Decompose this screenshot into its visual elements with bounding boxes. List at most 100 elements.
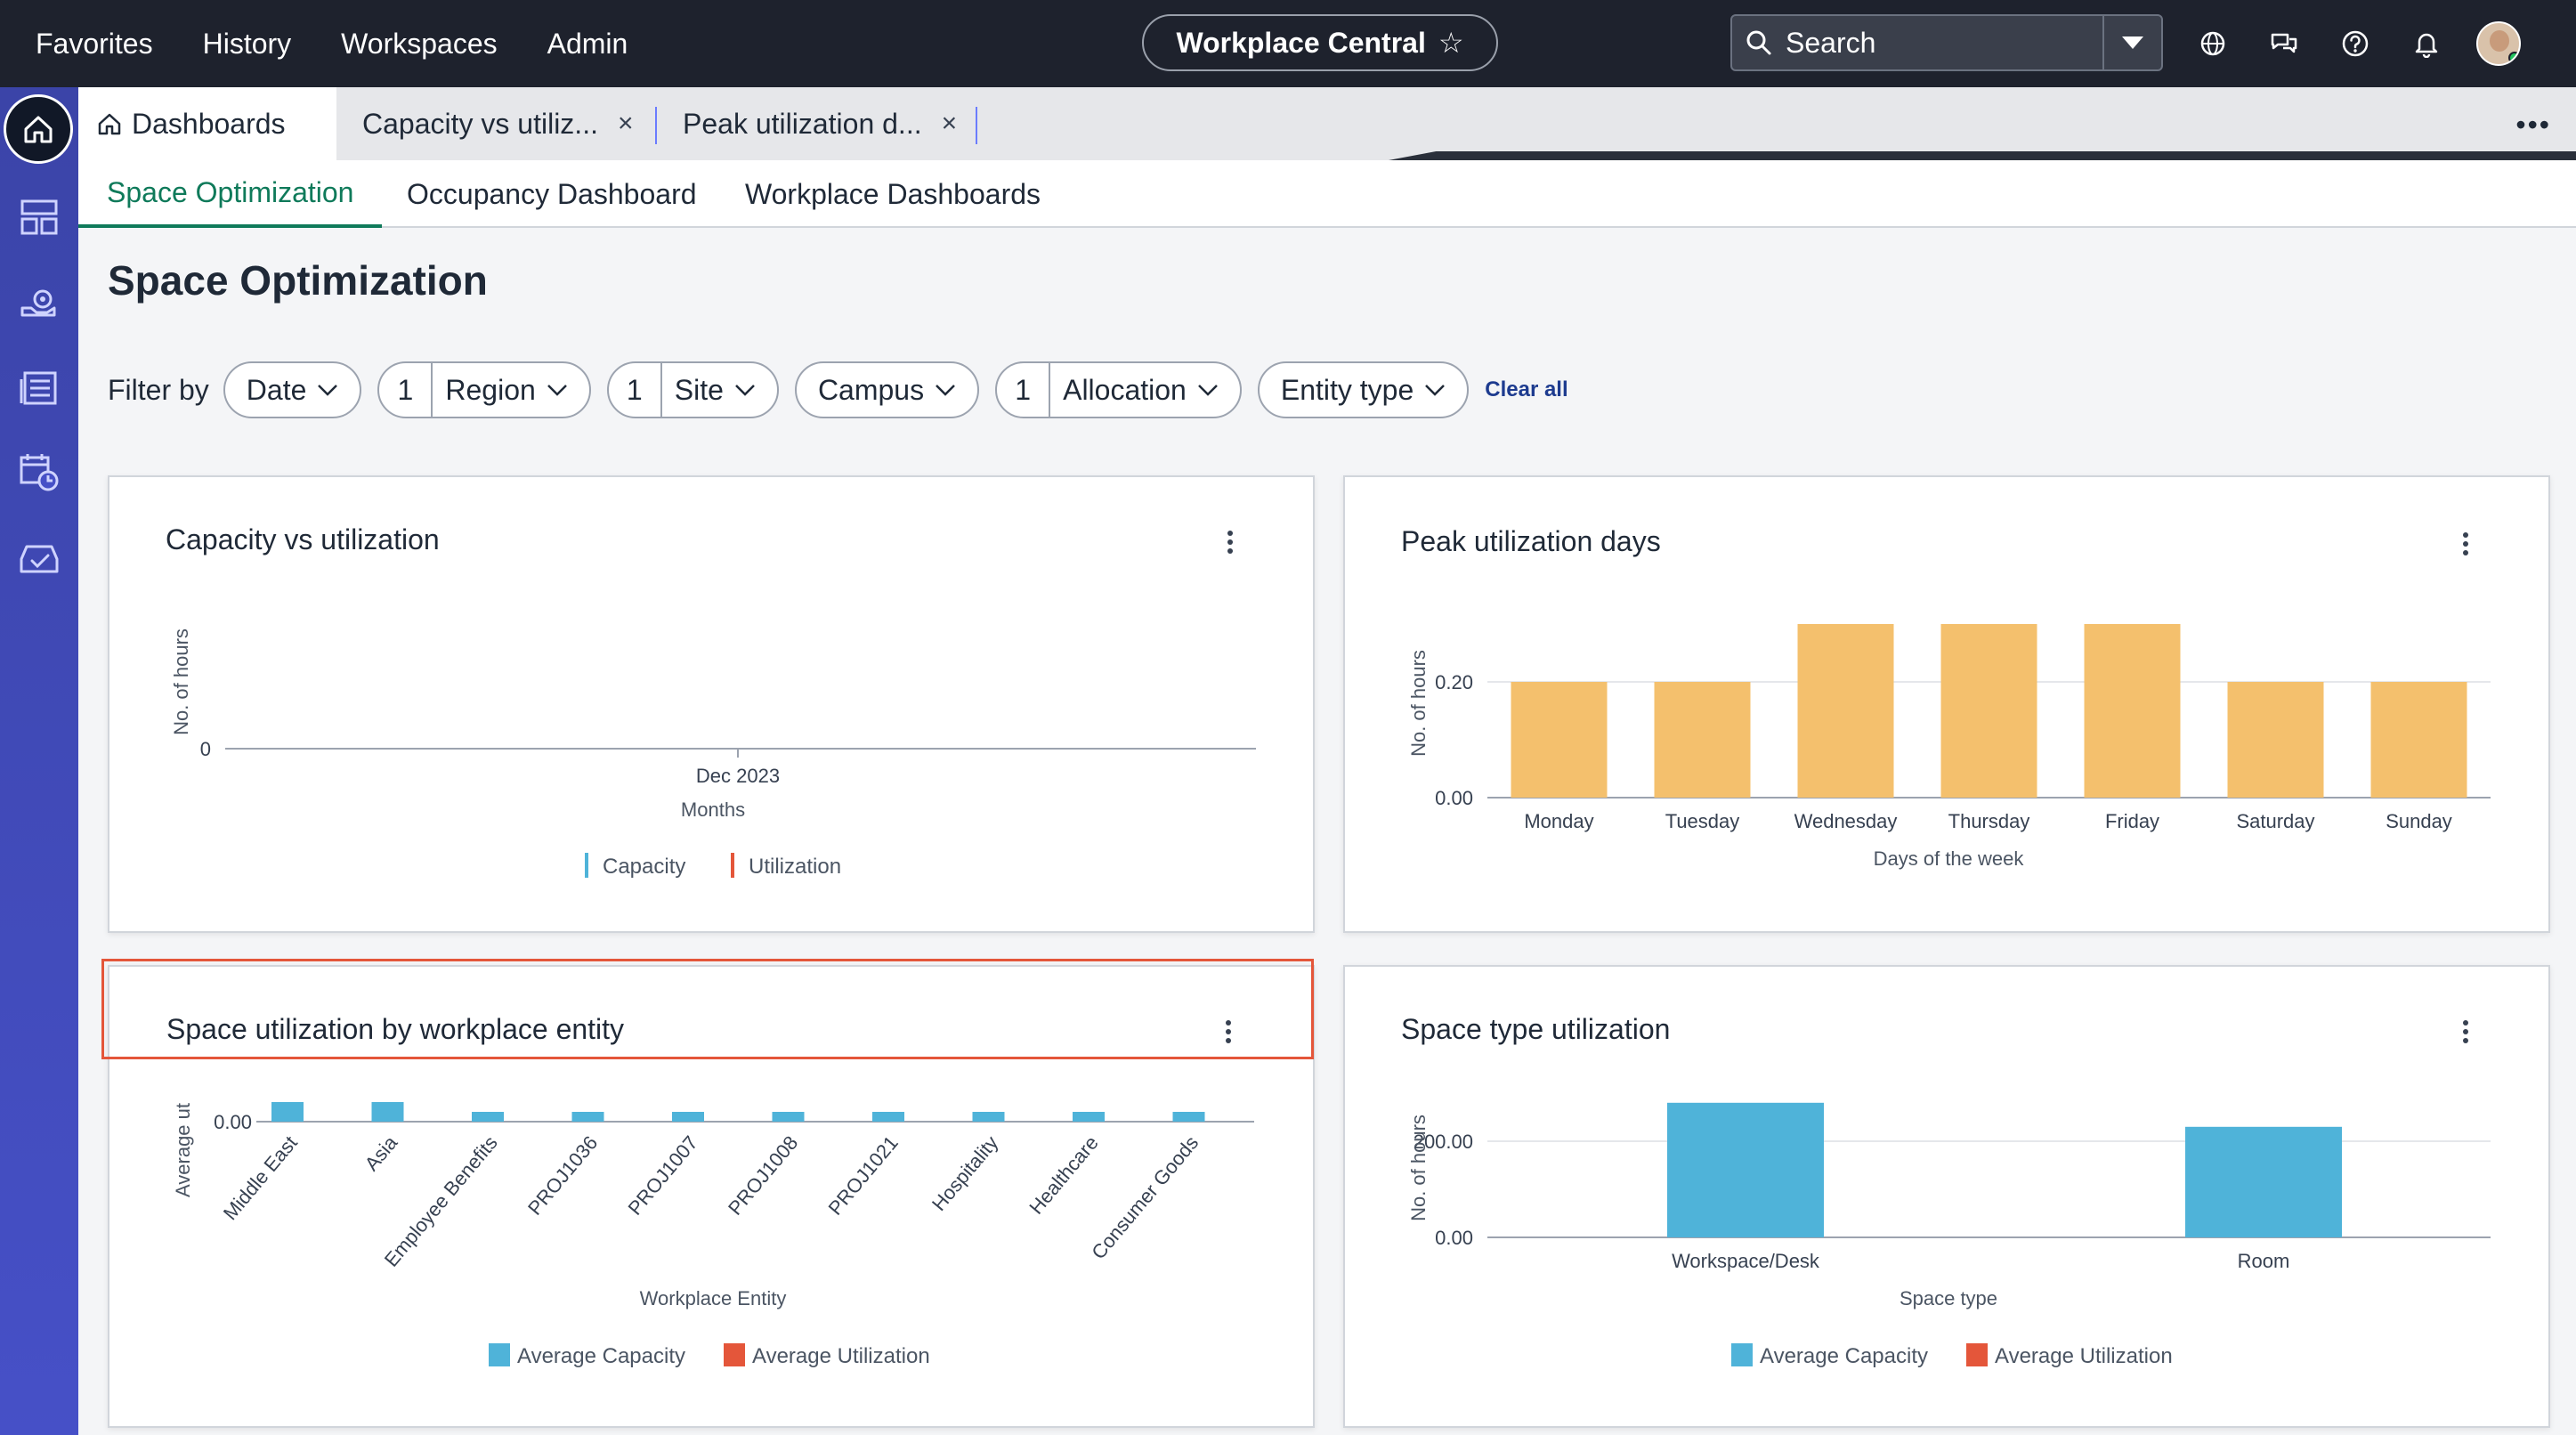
close-icon[interactable]: × [617,109,634,138]
bar [271,1102,304,1122]
nav-workspaces[interactable]: Workspaces [341,27,498,60]
filter-name: Allocation [1063,373,1187,406]
legend-swatch [731,853,734,878]
home-icon[interactable] [4,94,73,164]
x-tick-label: Dec 2023 [696,765,780,787]
x-tick-label: Thursday [1948,810,2030,832]
star-icon[interactable]: ☆ [1438,27,1464,59]
filter-label: Filter by [108,373,209,406]
tab-label: Peak utilization d... [683,107,922,140]
top-bar: Favorites History Workspaces Admin Workp… [0,0,2576,87]
calendar-clock-icon[interactable] [18,450,61,493]
filter-name: Region [445,373,536,406]
bar [1073,1112,1105,1122]
inbox-check-icon[interactable] [18,538,61,580]
help-icon[interactable] [2334,22,2377,65]
x-tick-label: Tuesday [1665,810,1740,832]
clear-all-link[interactable]: Clear all [1485,377,1568,401]
bar [472,1112,504,1122]
bar [2185,1126,2342,1237]
y-tick-label: 0.00 [1435,1227,1473,1249]
chevron-down-icon [547,384,568,396]
subtab-workplace-dashboards[interactable]: Workplace Dashboards [745,177,1041,210]
x-tick-label: PROJ1036 [523,1131,602,1220]
x-tick-label: PROJ1007 [623,1131,701,1220]
sub-tabs: Space Optimization Occupancy Dashboard W… [78,160,2576,228]
capacity-vs-utilization-card: Capacity vs utilization 0 No. of hours Dec… [108,475,1315,933]
filter-name: Entity type [1280,373,1414,406]
kebab-menu-icon[interactable] [2461,1018,2470,1045]
y-tick-label: 0.20 [1435,671,1473,693]
legend-label: Average Utilization [752,1344,930,1368]
search-box[interactable]: Search [1730,14,2163,71]
search-icon [1732,28,1786,57]
legend-swatch [1966,1343,1988,1366]
filter-allocation[interactable]: 1 Allocation [995,361,1242,418]
bell-icon[interactable] [2405,22,2448,65]
x-tick-label: Middle East [219,1131,302,1224]
bar [571,1112,604,1122]
list-icon[interactable] [18,367,61,409]
kebab-menu-icon[interactable] [1226,529,1235,555]
subtab-space-optimization[interactable]: Space Optimization [78,160,383,228]
search-input[interactable]: Search [1786,26,1876,59]
subtab-occupancy-dashboard[interactable]: Occupancy Dashboard [407,177,697,210]
bar [1797,624,1894,798]
filter-site[interactable]: 1 Site [606,361,779,418]
legend-label: Average Utilization [1995,1344,2173,1368]
y-tick-label: 200.00 [1414,1131,1473,1153]
nav-admin[interactable]: Admin [547,27,628,60]
tab-capacity-vs-utilization[interactable]: Capacity vs utiliz... × [362,87,634,160]
chat-icon[interactable] [2263,22,2305,65]
x-axis-label: Space type [1900,1287,1997,1309]
search-dropdown-button[interactable] [2102,16,2161,69]
app-title-button[interactable]: Workplace Central ☆ [1142,14,1498,71]
nav-favorites[interactable]: Favorites [36,27,153,60]
bar [772,1112,805,1122]
space-utilization-by-entity-card: Space utilization by workplace entity 0.… [108,965,1315,1428]
tab-label: Capacity vs utiliz... [362,107,598,140]
x-tick-label: Saturday [2236,810,2314,832]
legend-swatch [585,853,588,878]
chevron-down-icon [1424,384,1446,396]
x-tick-label: PROJ1008 [724,1131,802,1220]
bar [872,1112,904,1122]
card-title: Peak utilization days [1401,525,1661,557]
cog-icon[interactable] [18,281,61,324]
card-title: Space utilization by workplace entity [166,1013,625,1045]
filter-count: 1 [379,363,433,417]
close-icon[interactable]: × [941,109,958,138]
x-axis-label: Workplace Entity [640,1287,787,1309]
kebab-menu-icon[interactable] [2461,531,2470,557]
avatar[interactable] [2476,21,2521,66]
bar [1940,624,2037,798]
tab-dashboards[interactable]: Dashboards [78,87,336,160]
tab-peak-utilization[interactable]: Peak utilization d... × [683,87,957,160]
globe-icon[interactable] [2191,22,2234,65]
more-icon[interactable]: ••• [2515,109,2551,141]
selection-highlight [101,959,1314,1059]
x-tick-label: Sunday [2386,810,2452,832]
kebab-menu-icon[interactable] [1224,1018,1233,1045]
filter-campus[interactable]: Campus [794,361,980,418]
page-title: Space Optimization [108,257,488,304]
legend-label: Average Capacity [517,1344,685,1368]
bar [2227,682,2324,798]
space-type-utilization-card: Space type utilization 0.00 200.00 No. of … [1343,965,2550,1428]
layout-icon[interactable] [18,196,61,239]
filter-name: Date [246,373,307,406]
x-tick-label: Healthcare [1025,1131,1103,1219]
filter-date[interactable]: Date [223,361,362,418]
filter-name: Campus [817,373,925,406]
bar [1654,682,1751,798]
card-title: Capacity vs utilization [166,523,440,555]
tab-separator [976,107,977,144]
y-axis-label: Average ut [172,1103,194,1197]
x-tick-label: Workspace/Desk [1672,1250,1820,1272]
nav-history[interactable]: History [202,27,292,60]
filter-entity-type[interactable]: Entity type [1257,361,1470,418]
filter-region[interactable]: 1 Region [377,361,591,418]
